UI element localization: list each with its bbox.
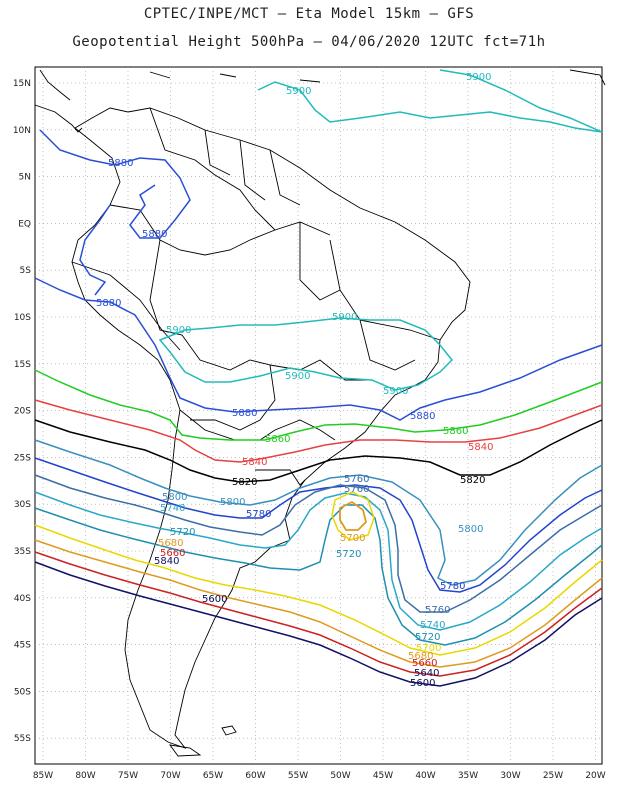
latitude-tick-label: 30S xyxy=(14,500,31,510)
latitude-tick-label: 35S xyxy=(14,547,31,557)
longitude-tick-label: 65W xyxy=(203,771,223,781)
latitude-tick-label: 55S xyxy=(14,734,31,744)
label-5740: 5740 xyxy=(160,503,185,514)
longitude-tick-label: 80W xyxy=(75,771,95,781)
contour-5700-low xyxy=(331,491,375,541)
latitude-labels: 15N 10N 5N EQ 5S 10S 15S 20S 25S 30S 35S 40S 45S 50S 5… xyxy=(13,79,31,744)
label-5880: 5880 xyxy=(410,411,435,422)
map-subtitle: Geopotential Height 500hPa – 04/06/2020 … xyxy=(72,34,546,50)
longitude-tick-label: 50W xyxy=(330,771,350,781)
label-5700: 5700 xyxy=(416,643,441,654)
contour-5880 xyxy=(34,129,603,421)
label-5760: 5760 xyxy=(425,605,450,616)
contour-5900-south xyxy=(158,317,454,391)
label-5880: 5880 xyxy=(96,298,121,309)
contour-5700-outer xyxy=(34,524,603,656)
latitude-tick-label: 10S xyxy=(14,313,31,323)
contour-5780 xyxy=(34,457,603,593)
label-5860: 5860 xyxy=(443,426,468,437)
map-frame xyxy=(34,66,603,765)
label-5820: 5820 xyxy=(460,475,485,486)
latitude-tick-label: 25S xyxy=(14,453,31,463)
label-5800: 5800 xyxy=(220,497,245,508)
longitude-labels: 85W 80W 75W 70W 65W 60W 55W 50W 45W 40W 35W 30W 25W 2… xyxy=(33,771,606,781)
label-5760: 5760 xyxy=(344,474,369,485)
contour-5740 xyxy=(34,491,603,631)
label-5680: 5680 xyxy=(408,651,433,662)
label-5720: 5720 xyxy=(170,527,195,538)
falklands xyxy=(221,725,237,736)
south-america-coastline xyxy=(71,107,471,749)
label-5900: 5900 xyxy=(466,72,491,83)
label-5880: 5880 xyxy=(108,158,133,169)
contour-5820 xyxy=(34,419,603,483)
longitude-tick-label: 70W xyxy=(160,771,180,781)
longitude-tick-label: 25W xyxy=(543,771,563,781)
contour-5840 xyxy=(34,399,603,463)
label-5640: 5640 xyxy=(414,668,439,679)
contour-5640 xyxy=(34,561,603,687)
latitude-tick-label: 50S xyxy=(14,687,31,697)
contour-lines xyxy=(34,69,603,687)
longitude-tick-label: 75W xyxy=(118,771,138,781)
label-5900: 5900 xyxy=(383,386,408,397)
label-5780: 5780 xyxy=(246,509,271,520)
label-5600: 5600 xyxy=(202,594,227,605)
label-5800: 5800 xyxy=(458,524,483,535)
contour-5760 xyxy=(34,474,603,613)
label-5840: 5840 xyxy=(468,442,493,453)
longitude-tick-label: 20W xyxy=(585,771,605,781)
longitude-tick-label: 60W xyxy=(245,771,265,781)
latitude-tick-label: 40S xyxy=(14,594,31,604)
latitude-tick-label: EQ xyxy=(18,219,31,229)
internal-borders xyxy=(71,107,441,486)
longitude-tick-label: 85W xyxy=(33,771,53,781)
contour-5660 xyxy=(34,551,603,677)
label-5900: 5900 xyxy=(332,312,357,323)
label-5880: 5880 xyxy=(232,408,257,419)
latitude-tick-label: 5S xyxy=(20,266,32,276)
contour-5800 xyxy=(34,439,603,586)
map-title: CPTEC/INPE/MCT – Eta Model 15km – GFS xyxy=(143,6,475,22)
longitude-tick-label: 45W xyxy=(373,771,393,781)
label-5700: 5700 xyxy=(340,533,365,544)
latitude-tick-label: 15S xyxy=(14,360,31,370)
latitude-tick-label: 15N xyxy=(13,79,31,89)
label-5840: 5840 xyxy=(242,457,267,468)
label-5820: 5820 xyxy=(232,477,257,488)
contour-5680 xyxy=(34,539,603,668)
contour-labels: 5900 5900 5900 5900 5900 5900 5880 5880 … xyxy=(96,72,493,689)
label-5720: 5720 xyxy=(336,549,361,560)
label-5880: 5880 xyxy=(142,229,167,240)
label-5740: 5740 xyxy=(420,620,445,631)
country-borders xyxy=(34,69,606,757)
longitude-tick-label: 55W xyxy=(288,771,308,781)
contour-5680-low xyxy=(339,500,367,531)
label-5640: 5840 xyxy=(154,556,179,567)
label-5900: 5900 xyxy=(285,371,310,382)
label-5660: 5660 xyxy=(160,548,185,559)
longitude-tick-label: 35W xyxy=(458,771,478,781)
contour-5900-north xyxy=(257,69,603,133)
central-america xyxy=(34,69,83,133)
label-5720: 5720 xyxy=(415,632,440,643)
latitude-tick-label: 20S xyxy=(14,407,31,417)
longitude-tick-label: 40W xyxy=(415,771,435,781)
latitude-tick-label: 5N xyxy=(19,173,31,183)
label-5760: 5760 xyxy=(344,484,369,495)
label-5900: 5900 xyxy=(286,86,311,97)
label-5680: 5680 xyxy=(158,538,183,549)
contour-5720 xyxy=(34,504,603,646)
label-5860: 5860 xyxy=(265,434,290,445)
contour-5860 xyxy=(34,369,603,441)
latitude-tick-label: 45S xyxy=(14,641,31,651)
label-5760: 5800 xyxy=(162,492,187,503)
latitude-tick-label: 10N xyxy=(13,126,31,136)
label-5660: 5660 xyxy=(412,658,437,669)
longitude-tick-label: 30W xyxy=(500,771,520,781)
label-5600: 5600 xyxy=(410,678,435,689)
label-5780: 5780 xyxy=(440,581,465,592)
label-5900: 5900 xyxy=(166,325,191,336)
